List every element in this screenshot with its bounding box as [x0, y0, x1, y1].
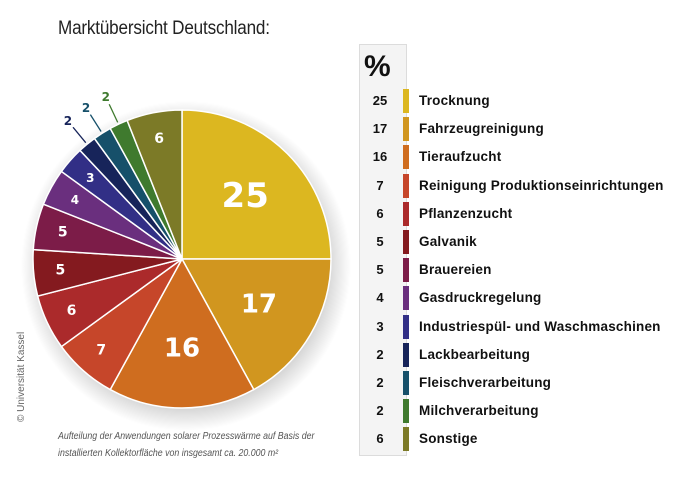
legend-label: Sonstige	[419, 431, 478, 447]
legend-row: 5 Brauereien	[359, 258, 699, 283]
legend-swatch	[403, 258, 409, 283]
chart-caption: Aufteilung der Anwendungen solarer Proze…	[58, 428, 348, 462]
slice-label-1: 25	[222, 176, 269, 216]
legend-row: 7 Reinigung Produktionseinrichtungen	[359, 173, 699, 198]
legend-swatch	[403, 230, 409, 254]
legend-swatch	[403, 314, 409, 339]
slice-label-11: 2	[82, 101, 90, 115]
legend-row: 5 Galvanik	[359, 230, 699, 254]
legend-row: 16 Tieraufzucht	[359, 145, 699, 170]
legend-header: %	[364, 50, 391, 83]
leader-line-11	[89, 114, 102, 132]
pie-slice-2	[180, 258, 332, 391]
legend-row: 4 Gasdruckregelung	[359, 286, 699, 311]
legend-value: 5	[376, 234, 384, 249]
slice-label-9: 3	[86, 171, 94, 185]
legend-label: Gasdruckregelung	[419, 290, 542, 306]
legend-swatch	[403, 371, 409, 395]
legend-label: Pflanzenzucht	[419, 205, 513, 221]
legend-value: 6	[376, 205, 384, 221]
legend-label: Lackbearbeitung	[419, 346, 531, 362]
legend-value: 6	[376, 431, 384, 447]
legend-swatch	[403, 145, 409, 170]
leader-line-10	[72, 126, 87, 144]
slice-label-8: 4	[71, 193, 79, 207]
leader-line-12	[108, 103, 119, 123]
caption-line-1: Aufteilung der Anwendungen solarer Proze…	[58, 431, 315, 442]
legend-row: 17 Fahrzeugreinigung	[359, 117, 699, 142]
legend-row: 2 Fleischverarbeitung	[359, 371, 699, 395]
legend-label: Milchverarbeitung	[419, 403, 539, 419]
slice-label-4: 7	[96, 343, 106, 359]
legend-label: Galvanik	[419, 234, 477, 249]
legend-value: 25	[372, 93, 388, 108]
legend-label: Brauereien	[419, 262, 492, 278]
legend-row: 2 Milchverarbeitung	[359, 399, 699, 424]
legend-swatch	[403, 117, 409, 142]
caption-line-2: installierten Kollektorfläche von insges…	[58, 448, 279, 459]
legend-value: 3	[376, 318, 384, 334]
chart-title: Marktübersicht Deutschland:	[58, 18, 270, 39]
legend-swatch	[403, 342, 409, 367]
legend-row: 3 Industriespül- und Waschmaschinen	[359, 314, 699, 339]
slice-label-6: 5	[55, 262, 65, 278]
legend-swatch	[403, 89, 409, 113]
pie-slice-13	[126, 109, 183, 260]
slice-label-10: 2	[64, 114, 72, 128]
legend-value: 4	[376, 290, 384, 306]
legend-value: 7	[376, 177, 384, 193]
legend-label: Fahrzeugreinigung	[419, 121, 544, 137]
legend-value: 16	[372, 149, 388, 165]
legend-swatch	[403, 173, 409, 198]
legend-value: 17	[372, 121, 388, 137]
legend-label: Trocknung	[419, 93, 490, 108]
legend-row: 2 Lackbearbeitung	[359, 342, 699, 367]
pie-slice-3	[109, 257, 255, 409]
slice-label-3: 16	[164, 333, 200, 363]
legend-value: 2	[376, 375, 384, 390]
slice-label-5: 6	[67, 303, 77, 319]
legend-swatch	[403, 286, 409, 311]
legend-swatch	[403, 427, 409, 452]
legend-percent-column	[359, 44, 407, 456]
legend-row: 6 Sonstige	[359, 427, 699, 452]
slice-label-7: 5	[58, 224, 68, 240]
legend-value: 2	[376, 403, 384, 419]
legend-label: Fleischverarbeitung	[419, 375, 552, 390]
legend-value: 2	[376, 346, 384, 362]
slice-label-12: 2	[102, 90, 110, 104]
legend-label: Industriespül- und Waschmaschinen	[419, 318, 661, 334]
legend-label: Tieraufzucht	[419, 149, 502, 165]
slice-label-13: 6	[154, 131, 164, 147]
legend-swatch	[403, 201, 409, 226]
legend-row: 6 Pflanzenzucht	[359, 201, 699, 226]
legend-value: 5	[376, 262, 384, 278]
legend-label: Reinigung Produktionseinrichtungen	[419, 177, 664, 193]
legend-row: 25 Trocknung	[359, 89, 699, 113]
slice-label-2: 17	[241, 290, 277, 320]
legend-swatch	[403, 399, 409, 424]
pie-slice-1	[181, 109, 332, 260]
